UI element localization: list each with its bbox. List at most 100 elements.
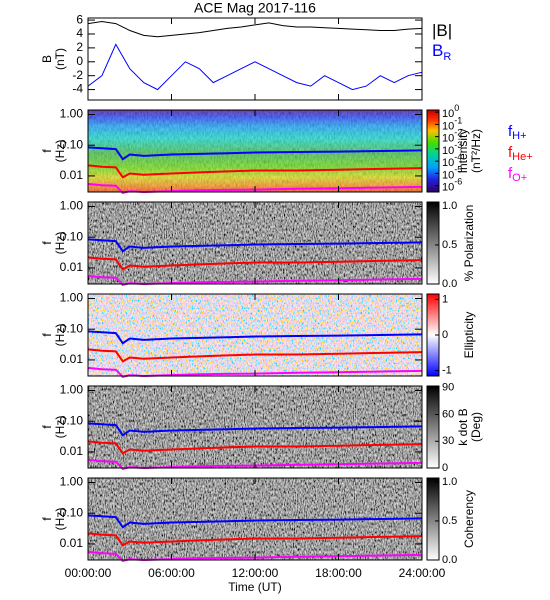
series-line xyxy=(87,20,423,38)
colorbar-tick-base: 10 xyxy=(442,145,454,157)
colorbar-label: Intensity xyxy=(456,129,470,174)
y-tick-label: 0.01 xyxy=(60,444,84,458)
colorbar-tick-label: 90 xyxy=(442,382,454,394)
legend-subscript: He+ xyxy=(512,151,533,163)
colorbar-tick-base: 10 xyxy=(442,133,454,145)
colorbar-tick-label: 60 xyxy=(442,408,454,420)
series-line xyxy=(87,440,423,455)
colorbar-tick-base: 10 xyxy=(442,182,454,194)
colorbar-tick-label: 0 xyxy=(442,462,448,474)
colorbar-label: (nT²/Hz) xyxy=(469,129,483,173)
series-line xyxy=(87,182,423,195)
y-tick-label: 0.10 xyxy=(60,229,84,243)
colorbar-tick-exponent: -4 xyxy=(454,152,462,162)
y-tick-label: 0 xyxy=(76,54,83,68)
colorbar xyxy=(426,477,440,561)
y-tick-label: 0.01 xyxy=(60,168,84,182)
x-axis-label: Time (UT) xyxy=(228,580,282,594)
colorbar-label: Coherency xyxy=(462,490,476,548)
colorbar-label: Ellipticity xyxy=(462,312,476,359)
colorbar xyxy=(426,385,440,469)
colorbar-tick-label: 100 xyxy=(442,104,459,121)
legend-name: f xyxy=(508,144,513,161)
colorbar-tick-exponent: -2 xyxy=(454,128,462,138)
legend-name: |B| xyxy=(432,21,452,40)
legend-subscript: R xyxy=(443,51,451,63)
y-tick-label: 0.10 xyxy=(60,137,84,151)
y-tick-label: 1.00 xyxy=(60,291,84,305)
legend-entry: BR xyxy=(432,41,451,62)
colorbar-tick-label: 0.5 xyxy=(442,515,457,527)
colorbar-tick-label: -1 xyxy=(442,365,452,377)
y-tick-label: 1.00 xyxy=(60,475,84,489)
colorbar-label: % Polarization xyxy=(462,205,476,282)
x-tick-label: 06:00:00 xyxy=(148,566,195,580)
legend-subscript: H+ xyxy=(512,130,526,142)
y-tick-label: 1.00 xyxy=(60,199,84,213)
colorbar-tick-base: 10 xyxy=(442,157,454,169)
y-axis-unit: (Hz) xyxy=(53,140,67,163)
series-line xyxy=(87,366,423,379)
y-tick-label: 6 xyxy=(76,12,83,26)
colorbar-tick-base: 10 xyxy=(442,169,454,181)
y-tick-label: 0.01 xyxy=(60,260,84,274)
series-line xyxy=(87,146,423,161)
series-line xyxy=(87,274,423,287)
legend-subscript: O+ xyxy=(512,172,527,184)
y-tick-label: 0.01 xyxy=(60,536,84,550)
colorbar-tick-label: 10-5 xyxy=(442,165,462,182)
y-tick-label: 0.10 xyxy=(60,505,84,519)
colorbar-tick-exponent: -1 xyxy=(454,116,462,126)
series-line xyxy=(87,514,423,529)
y-axis-label: B xyxy=(40,55,54,63)
y-tick-label: 1.00 xyxy=(60,107,84,121)
colorbar-label: (Deg) xyxy=(469,412,483,442)
colorbar-tick-label: 1.0 xyxy=(442,476,457,488)
colorbar-tick-label: 0.0 xyxy=(442,278,457,290)
colorbar-tick-label: 30 xyxy=(442,435,454,447)
y-axis-label: f xyxy=(40,517,54,521)
x-tick-label: 18:00:00 xyxy=(315,566,362,580)
colorbar-tick-base: 10 xyxy=(442,120,454,132)
series-line xyxy=(87,422,423,437)
y-tick-label: 0.10 xyxy=(60,321,84,335)
y-axis-label: f xyxy=(40,333,54,337)
y-axis-unit: (Hz) xyxy=(53,324,67,347)
colorbar-tick-label: 10-1 xyxy=(442,116,462,133)
legend-name: B xyxy=(432,41,443,60)
y-axis-unit: (nT) xyxy=(53,48,67,70)
series-line xyxy=(87,348,423,363)
y-tick-label: 0.10 xyxy=(60,413,84,427)
colorbar xyxy=(426,109,440,193)
y-tick-label: -2 xyxy=(72,68,83,82)
y-axis-unit: (Hz) xyxy=(53,416,67,439)
y-axis-label: f xyxy=(40,425,54,429)
colorbar-tick-label: 0.0 xyxy=(442,554,457,566)
legend-entry: fO+ xyxy=(508,165,527,184)
y-axis-unit: (Hz) xyxy=(53,508,67,531)
colorbar-label: k dot B xyxy=(456,408,470,445)
colorbar-tick-label: 0 xyxy=(442,329,448,341)
y-tick-label: 4 xyxy=(76,26,83,40)
colorbar-tick-exponent: -3 xyxy=(454,140,462,150)
chart-title: ACE Mag 2017-116 xyxy=(194,0,316,16)
colorbar-tick-label: 1.0 xyxy=(442,200,457,212)
legend-name: f xyxy=(508,165,513,182)
series-line xyxy=(87,164,423,179)
legend-entry: |B| xyxy=(432,21,452,40)
series-line xyxy=(87,550,423,563)
y-tick-label: 0.01 xyxy=(60,352,84,366)
series-line xyxy=(87,458,423,471)
series-line xyxy=(87,43,423,91)
y-axis-label: f xyxy=(40,149,54,153)
y-axis-unit: (Hz) xyxy=(53,232,67,255)
colorbar-tick-label: 10-3 xyxy=(442,140,462,157)
y-tick-label: 2 xyxy=(76,40,83,54)
colorbar xyxy=(426,201,440,285)
legend-entry: fH+ xyxy=(508,123,527,142)
x-tick-label: 24:00:00 xyxy=(399,566,446,580)
legend-name: f xyxy=(508,123,513,140)
y-tick-label: 1.00 xyxy=(60,383,84,397)
colorbar-tick-label: 10-6 xyxy=(442,177,462,194)
